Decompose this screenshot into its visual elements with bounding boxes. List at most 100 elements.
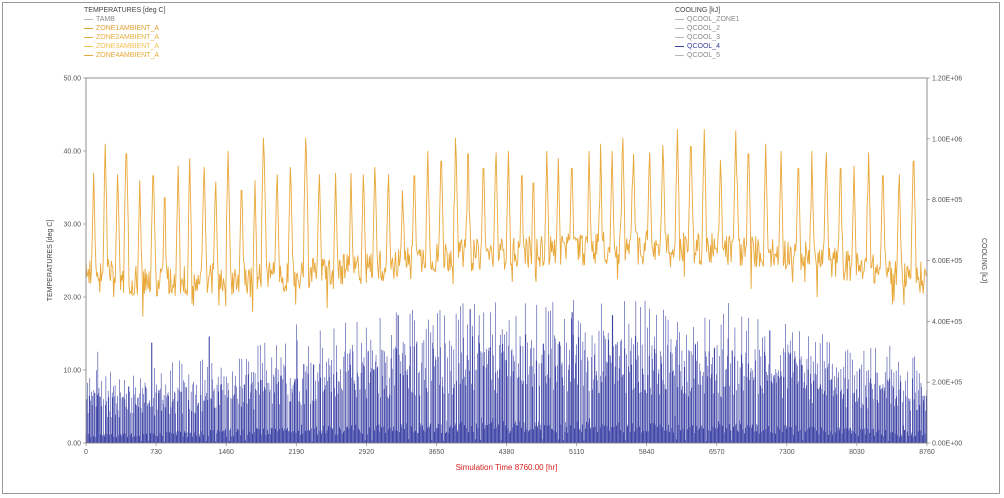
cooling-bar (376, 425, 377, 443)
cooling-bar (832, 434, 834, 443)
cooling-bar (658, 369, 660, 443)
cooling-bar (501, 352, 502, 443)
cooling-bar (542, 344, 544, 443)
cooling-bar (627, 424, 629, 443)
cooling-bar (820, 384, 822, 443)
cooling-bar (772, 383, 773, 443)
cooling-bar (492, 418, 494, 443)
cooling-bar (804, 431, 806, 443)
cooling-bar (711, 373, 713, 443)
cooling-bar (189, 433, 191, 443)
cooling-bar (769, 330, 771, 443)
cooling-bar (747, 363, 749, 443)
cooling-bar (884, 387, 885, 443)
cooling-bar (750, 368, 752, 443)
cooling-bar (481, 352, 483, 443)
cooling-bar (482, 423, 483, 443)
cooling-bar (361, 342, 362, 443)
cooling-bar (170, 407, 172, 443)
x-tick-label: 7300 (779, 449, 795, 456)
cooling-bar (421, 362, 422, 443)
cooling-bar (512, 427, 513, 443)
cooling-bar (860, 428, 861, 443)
cooling-bar (379, 431, 380, 443)
cooling-bar (466, 428, 467, 443)
cooling-bar (590, 427, 592, 443)
cooling-bar (599, 427, 601, 443)
cooling-bar (416, 343, 417, 443)
cooling-bar (297, 378, 298, 443)
cooling-bar (662, 380, 664, 443)
cooling-bar (170, 370, 171, 443)
cooling-bar (674, 415, 676, 443)
cooling-bar (903, 429, 905, 443)
cooling-bar (691, 387, 692, 443)
cooling-bar (669, 372, 671, 443)
cooling-bar (534, 422, 536, 443)
cooling-bar (921, 386, 922, 443)
cooling-bar (809, 427, 811, 443)
cooling-bar (802, 365, 803, 443)
x-tick-label: 0 (84, 449, 88, 456)
cooling-bar (166, 432, 168, 443)
cooling-bar (587, 356, 588, 443)
cooling-bar (223, 430, 224, 443)
cooling-bar (617, 341, 618, 443)
cooling-bar (626, 354, 627, 443)
cooling-bar (164, 407, 166, 443)
cooling-bar (577, 384, 578, 443)
cooling-bar (167, 392, 169, 443)
cooling-bar (404, 344, 406, 443)
cooling-bar (200, 394, 202, 443)
cooling-bar (819, 387, 820, 443)
cooling-bar (512, 371, 514, 443)
cooling-bar (129, 434, 131, 443)
cooling-bar (786, 425, 788, 443)
cooling-bar (469, 370, 470, 443)
cooling-bar (799, 359, 801, 443)
cooling-bar (788, 426, 790, 443)
cooling-bar (565, 422, 566, 443)
cooling-bar (437, 356, 439, 443)
cooling-bar (423, 340, 425, 443)
cooling-bar (671, 353, 673, 443)
cooling-bar (401, 424, 402, 443)
cooling-bar (367, 351, 369, 443)
cooling-bar (127, 437, 129, 443)
cooling-bar (414, 320, 415, 443)
cooling-bar (549, 377, 551, 443)
cooling-bar (864, 428, 865, 443)
cooling-bar (194, 413, 196, 443)
cooling-bar (785, 324, 786, 443)
cooling-bar (765, 429, 767, 443)
cooling-bar (293, 381, 295, 443)
cooling-bar (128, 386, 130, 443)
cooling-bar (175, 431, 177, 443)
cooling-bar (477, 353, 478, 443)
cooling-bar (590, 428, 591, 443)
cooling-bar (175, 413, 176, 443)
cooling-bar (838, 372, 839, 443)
cooling-bar (591, 357, 592, 443)
cooling-bar (259, 344, 261, 443)
cooling-bar (459, 383, 461, 443)
cooling-bar (643, 374, 644, 443)
cooling-bar (575, 363, 576, 443)
y2-tick-label: 4.00E+05 (932, 319, 962, 326)
cooling-bar (138, 435, 140, 443)
cooling-bar (733, 426, 735, 443)
cooling-bar (714, 347, 716, 443)
cooling-bar (499, 368, 501, 443)
cooling-bar (622, 374, 623, 443)
y2-tick-label: 6.00E+05 (932, 258, 962, 265)
cooling-bar (562, 440, 564, 443)
cooling-bar (428, 426, 430, 443)
cooling-bar (368, 382, 370, 443)
cooling-bar (610, 362, 612, 443)
cooling-bar (713, 393, 714, 443)
cooling-bar (684, 367, 686, 443)
cooling-bar (744, 427, 746, 443)
cooling-bar (246, 403, 248, 443)
cooling-bar (777, 426, 778, 443)
cooling-bar (732, 394, 734, 443)
